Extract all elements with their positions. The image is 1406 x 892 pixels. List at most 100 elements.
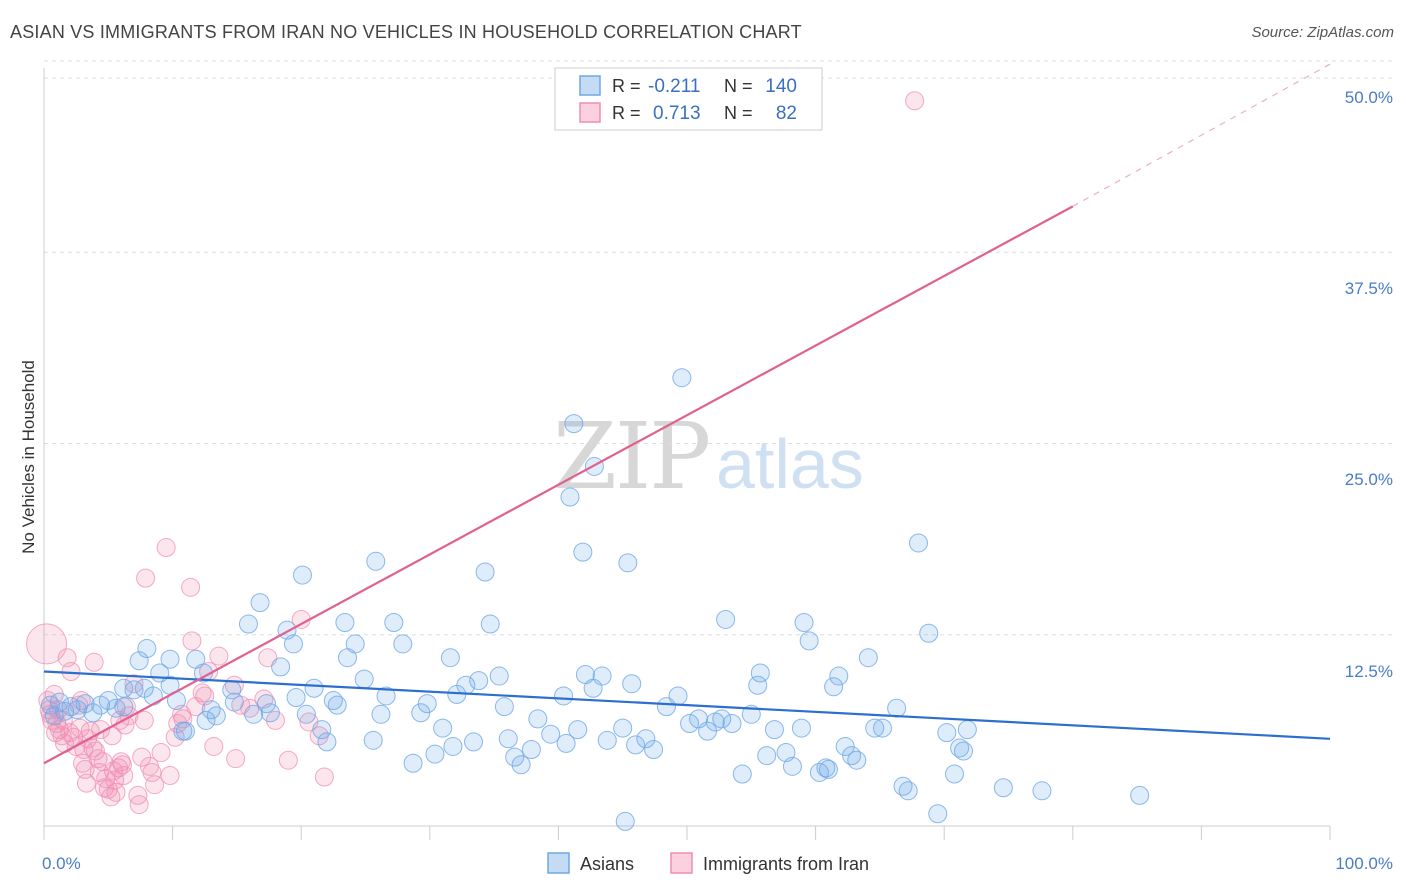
data-point-iran bbox=[160, 766, 180, 786]
data-point-asian bbox=[175, 721, 195, 741]
legend-n-value: 82 bbox=[776, 103, 797, 124]
data-point-iran bbox=[88, 749, 108, 769]
data-point-asian bbox=[636, 729, 656, 749]
data-point-asian bbox=[511, 755, 531, 775]
data-point-asian bbox=[615, 811, 635, 831]
data-point-asian bbox=[317, 732, 337, 752]
data-point-iran bbox=[204, 736, 224, 756]
data-point-asian bbox=[286, 687, 306, 707]
data-point-asian bbox=[541, 724, 561, 744]
data-point-iran bbox=[209, 646, 229, 666]
data-point-asian bbox=[887, 698, 907, 718]
data-point-asian bbox=[618, 553, 638, 573]
data-point-asian bbox=[260, 703, 280, 723]
data-point-asian bbox=[83, 703, 103, 723]
data-point-asian bbox=[748, 675, 768, 695]
data-point-asian bbox=[573, 542, 593, 562]
x-tick-label: 0.0% bbox=[42, 854, 81, 873]
data-point-asian bbox=[824, 677, 844, 697]
data-point-iran bbox=[129, 795, 149, 815]
data-point-asian bbox=[556, 733, 576, 753]
data-point-asian bbox=[114, 697, 134, 717]
data-point-asian bbox=[791, 718, 811, 738]
data-point-asian bbox=[124, 680, 144, 700]
data-point-asian bbox=[417, 694, 437, 714]
data-point-asian bbox=[944, 764, 964, 784]
x-tick-label: 100.0% bbox=[1335, 854, 1393, 873]
y-tick-label: 50.0% bbox=[1345, 88, 1393, 107]
data-point-asian bbox=[137, 639, 157, 659]
data-point-asian bbox=[957, 720, 977, 740]
data-point-asian bbox=[680, 713, 700, 733]
data-point-asian bbox=[613, 718, 633, 738]
data-point-asian bbox=[928, 804, 948, 824]
data-point-iran bbox=[83, 738, 103, 758]
data-point-asian bbox=[937, 723, 957, 743]
data-point-iran bbox=[181, 577, 201, 597]
watermark-zip: ZIP bbox=[553, 403, 709, 510]
data-point-asian bbox=[505, 747, 525, 767]
y-tick-label: 37.5% bbox=[1345, 279, 1393, 298]
data-point-asian bbox=[250, 593, 270, 613]
data-point-iran bbox=[85, 741, 105, 761]
data-point-iran bbox=[156, 538, 176, 558]
data-point-asian bbox=[794, 613, 814, 633]
data-point-iran bbox=[75, 759, 95, 779]
data-point-asian bbox=[363, 730, 383, 750]
data-point-asian bbox=[644, 740, 664, 759]
data-point-iran bbox=[76, 773, 96, 793]
data-point-asian bbox=[393, 634, 413, 654]
trend-lines bbox=[43, 63, 1331, 765]
data-point-iran bbox=[114, 766, 134, 786]
data-point-iran bbox=[314, 767, 334, 787]
data-point-asian bbox=[440, 648, 460, 668]
data-point-asian bbox=[835, 736, 855, 756]
series-legend: Asians Immigrants from Iran bbox=[547, 852, 869, 874]
data-point-asian bbox=[114, 678, 134, 698]
data-point-iran bbox=[134, 710, 154, 730]
data-point-iran bbox=[98, 779, 118, 799]
data-point-asian bbox=[953, 741, 973, 761]
legend-swatch-iran bbox=[579, 102, 601, 123]
legend-r-value: -0.211 bbox=[648, 76, 700, 97]
data-point-asian bbox=[498, 729, 518, 749]
data-point-asian bbox=[49, 692, 69, 712]
data-point-asian bbox=[872, 718, 892, 738]
data-point-asian bbox=[757, 746, 777, 766]
data-point-iran bbox=[258, 648, 278, 668]
correlation-legend: R = -0.211 N = 140 R = 0.713 N = 82 bbox=[554, 67, 823, 131]
legend-r-value: 0.713 bbox=[653, 103, 701, 124]
data-point-asian bbox=[568, 720, 588, 740]
data-point-asian bbox=[716, 609, 736, 629]
legend-r-label: R = bbox=[612, 103, 641, 123]
data-point-iran bbox=[226, 749, 246, 769]
data-point-asian bbox=[475, 562, 495, 582]
data-point-asian bbox=[296, 704, 316, 724]
data-point-asian bbox=[592, 666, 612, 686]
data-point-asian bbox=[919, 623, 939, 643]
data-point-asian bbox=[1130, 785, 1150, 805]
data-point-asian bbox=[865, 718, 885, 738]
watermark-atlas: atlas bbox=[716, 425, 864, 503]
data-point-iran bbox=[151, 743, 171, 763]
data-point-asian bbox=[271, 657, 291, 677]
data-point-asian bbox=[626, 735, 646, 755]
trend-line-iran bbox=[43, 205, 1074, 765]
data-point-asian bbox=[712, 709, 732, 729]
trend-line-iran-extension bbox=[1072, 63, 1331, 207]
y-axis-label: No Vehicles in Household bbox=[19, 360, 38, 554]
data-point-asian bbox=[244, 704, 264, 724]
legend-swatch-iran bbox=[670, 852, 693, 874]
data-point-asian bbox=[668, 686, 688, 706]
data-point-asian bbox=[206, 706, 226, 726]
source-credit: Source: ZipAtlas.com bbox=[1251, 24, 1394, 41]
data-point-asian bbox=[371, 704, 391, 724]
data-point-asian bbox=[201, 700, 221, 720]
data-point-iran bbox=[145, 775, 165, 795]
data-point-iran bbox=[105, 770, 125, 790]
data-point-asian bbox=[950, 738, 970, 758]
data-point-asian bbox=[256, 694, 276, 714]
data-point-asian bbox=[799, 631, 819, 651]
data-point-asian bbox=[898, 781, 918, 801]
data-point-asian bbox=[782, 756, 802, 776]
